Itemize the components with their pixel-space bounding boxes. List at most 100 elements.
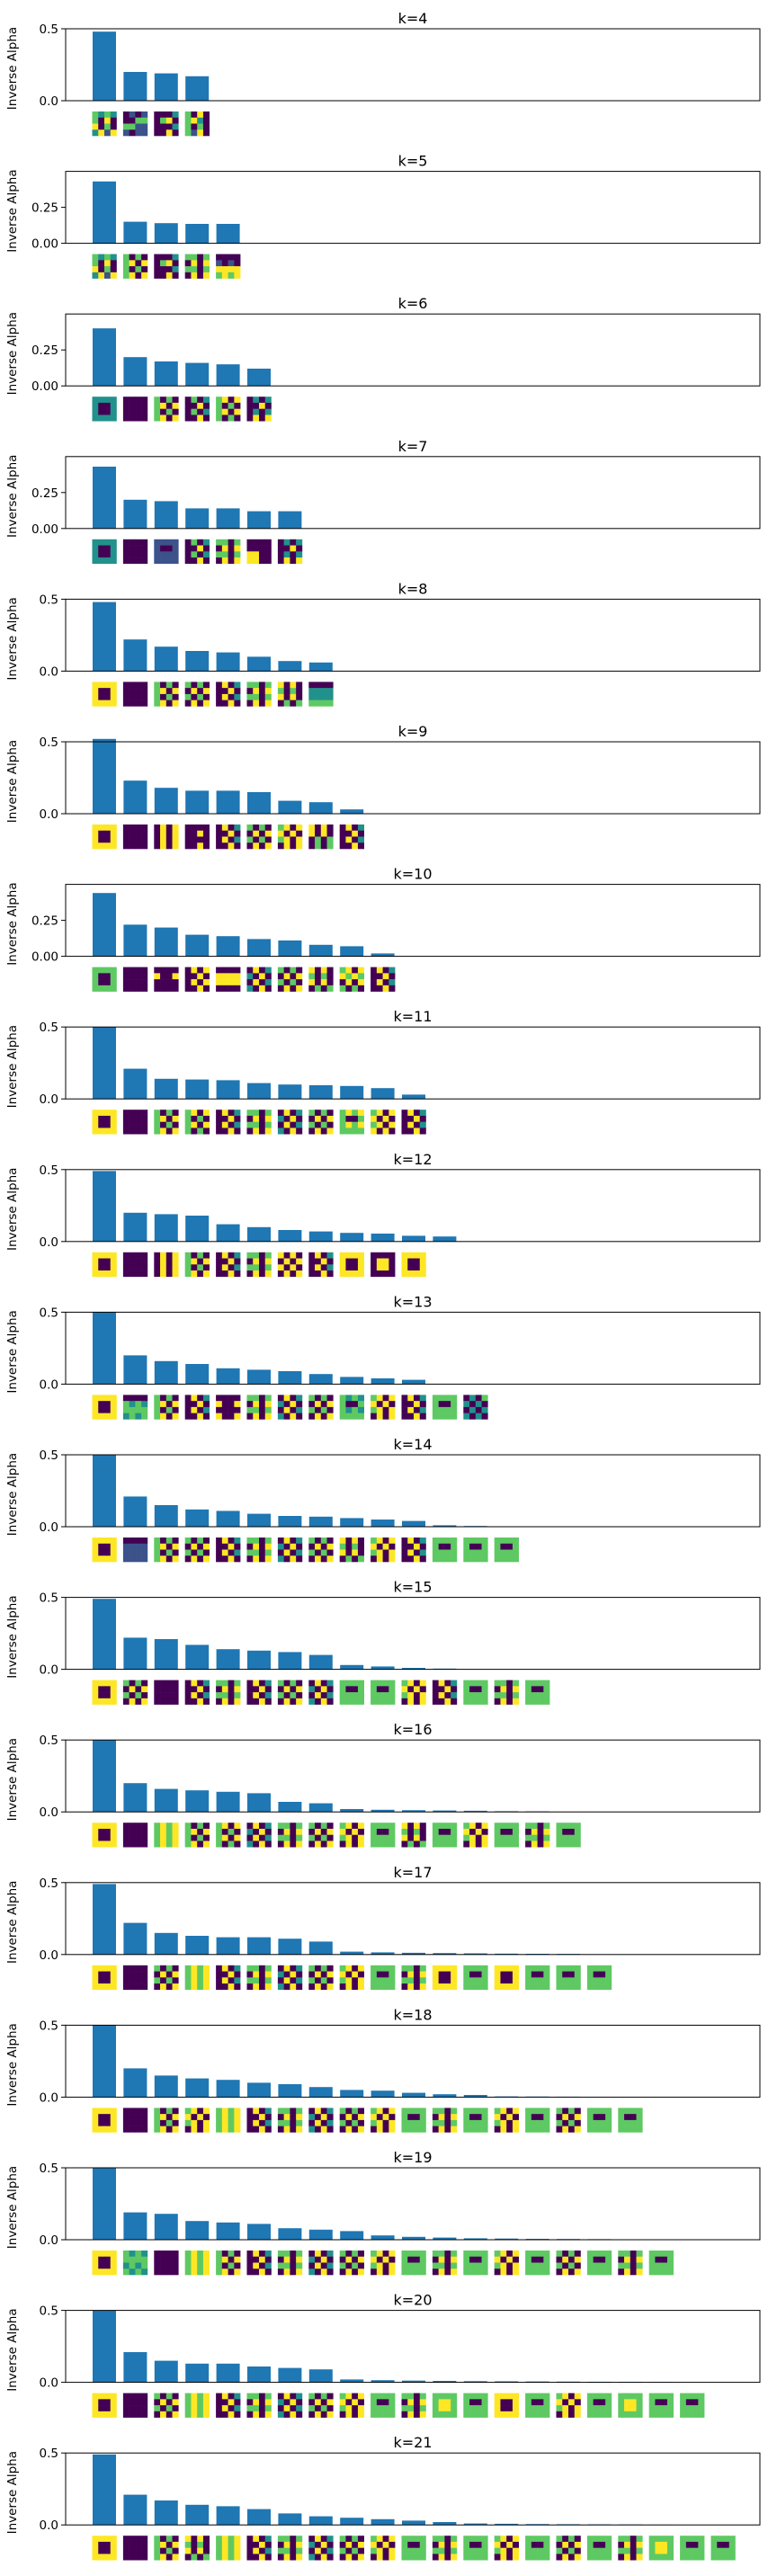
bar xyxy=(185,508,210,529)
panel-title: k=17 xyxy=(393,1864,432,1881)
pattern-thumbnail xyxy=(184,2393,210,2418)
bar xyxy=(495,2238,519,2240)
bar xyxy=(340,1233,364,1242)
pattern-thumbnail xyxy=(586,2393,612,2418)
bar xyxy=(371,2090,395,2098)
bar xyxy=(308,944,333,957)
panel-k=8: k=8 Inverse Alpha 0.0 0.5 xyxy=(5,580,761,707)
bar xyxy=(216,1649,240,1670)
pattern-thumbnail xyxy=(277,1110,303,1135)
bar xyxy=(402,1235,425,1242)
bar xyxy=(340,946,364,957)
pattern-thumbnail xyxy=(339,824,364,850)
pattern-thumbnail xyxy=(184,1395,210,1420)
pattern-thumbnail xyxy=(92,1110,117,1135)
pattern-thumbnail xyxy=(154,1538,179,1563)
pattern-thumbnail xyxy=(246,2536,272,2561)
pattern-thumbnail xyxy=(154,1110,179,1135)
pattern-thumbnail xyxy=(184,1965,210,1991)
bar xyxy=(123,1783,147,1813)
pattern-thumbnail xyxy=(92,1965,117,1991)
panel-title: k=4 xyxy=(398,10,428,27)
bar xyxy=(185,2504,210,2526)
y-tick-label: 0.25 xyxy=(31,914,58,929)
panel-k=11: k=11 Inverse Alpha 0.0 0.5 xyxy=(5,1008,761,1135)
bar xyxy=(93,2310,116,2383)
panel-k=12: k=12 Inverse Alpha 0.0 0.5 xyxy=(5,1151,761,1278)
y-tick-label: 0.00 xyxy=(31,379,58,394)
panel-title: k=19 xyxy=(393,2149,432,2166)
y-axis-label: Inverse Alpha xyxy=(5,1453,20,1536)
pattern-thumbnail xyxy=(586,1965,612,1991)
pattern-thumbnail xyxy=(494,2393,519,2418)
pattern-thumbnail xyxy=(122,1965,148,1991)
bar xyxy=(308,1654,333,1670)
bar xyxy=(371,2518,395,2526)
y-tick-label: 0.0 xyxy=(40,94,58,109)
axes-frame xyxy=(65,1169,761,1243)
y-tick-label: 0.0 xyxy=(40,1520,58,1535)
bar xyxy=(308,662,333,672)
y-tick-label: 0.5 xyxy=(40,1163,58,1178)
pattern-thumbnail xyxy=(308,1680,334,1705)
pattern-thumbnail xyxy=(371,1680,396,1705)
bar xyxy=(123,1355,147,1385)
bar xyxy=(93,738,116,814)
pattern-thumbnail xyxy=(277,967,303,992)
pattern-thumbnail xyxy=(648,2251,674,2276)
bar xyxy=(402,1379,425,1385)
pattern-thumbnail xyxy=(154,824,179,850)
bar xyxy=(247,1369,271,1385)
bar xyxy=(371,1088,395,1100)
bar xyxy=(402,1520,425,1527)
bar xyxy=(308,2516,333,2526)
pattern-thumbnail xyxy=(525,2108,550,2133)
pattern-thumbnail xyxy=(432,1965,458,1991)
y-tick-label: 0.0 xyxy=(40,2233,58,2248)
bar xyxy=(247,656,271,672)
bar xyxy=(216,790,240,814)
panel-title: k=21 xyxy=(393,2434,432,2451)
pattern-thumbnail xyxy=(246,539,272,565)
bar xyxy=(433,1236,457,1242)
bar xyxy=(185,934,210,957)
bar xyxy=(185,2078,210,2098)
panel-k=15: k=15 Inverse Alpha 0.0 0.5 xyxy=(5,1579,761,1705)
y-tick-label: 0.5 xyxy=(40,22,58,37)
pattern-thumbnail xyxy=(246,682,272,707)
pattern-thumbnail xyxy=(184,1680,210,1705)
bar xyxy=(402,1094,425,1100)
bar xyxy=(185,2363,210,2383)
bar xyxy=(402,1810,425,1813)
pattern-thumbnail xyxy=(556,2393,581,2418)
y-axis-label: Inverse Alpha xyxy=(5,1738,20,1821)
bar xyxy=(216,2080,240,2098)
bar xyxy=(216,2506,240,2526)
bar xyxy=(123,1922,147,1955)
bar xyxy=(123,1068,147,1100)
pattern-thumbnail xyxy=(339,967,364,992)
pattern-thumbnail xyxy=(371,1110,396,1135)
pattern-thumbnail xyxy=(246,1538,272,1563)
pattern-thumbnail xyxy=(92,2393,117,2418)
pattern-thumbnail xyxy=(246,2393,272,2418)
pattern-thumbnail xyxy=(339,1252,364,1278)
bar xyxy=(154,1932,178,1955)
pattern-thumbnail xyxy=(277,2108,303,2133)
pattern-thumbnail xyxy=(184,967,210,992)
bar xyxy=(340,809,364,814)
pattern-thumbnail xyxy=(556,1965,581,1991)
bar xyxy=(340,1085,364,1100)
pattern-thumbnail xyxy=(154,2393,179,2418)
bar xyxy=(216,224,240,244)
pattern-thumbnail xyxy=(216,2393,241,2418)
pattern-thumbnail xyxy=(463,1395,488,1420)
bar xyxy=(340,2518,364,2526)
pattern-thumbnail xyxy=(339,1965,364,1991)
pattern-thumbnail xyxy=(371,2393,396,2418)
bar xyxy=(247,939,271,957)
pattern-thumbnail xyxy=(525,2251,550,2276)
bar xyxy=(308,1803,333,1813)
bar xyxy=(308,1231,333,1242)
pattern-thumbnail xyxy=(216,824,241,850)
